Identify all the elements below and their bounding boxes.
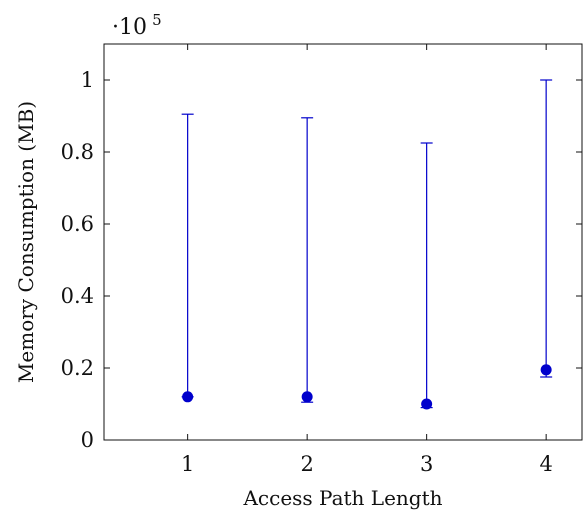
y-axis-label: Memory Consumption (MB) [14,101,38,383]
data-point [301,391,313,403]
axes: 1 2 3 4 0 0.2 0.4 0.6 0.8 1 [61,43,583,476]
data-point [540,364,552,376]
x-axis-label: Access Path Length [242,486,442,510]
x-tick-label: 4 [539,452,552,476]
y-axis-multiplier-exponent: 5 [152,11,162,29]
y-axis-multiplier-base: ·10 [112,15,147,40]
y-axis-multiplier: ·10 5 [112,11,162,40]
y-tick-label: 0.6 [61,212,94,236]
y-tick-label: 0 [81,428,94,452]
marks [181,79,553,410]
data-point [182,391,194,403]
y-tick-label: 0.2 [61,356,94,380]
data-point [421,398,433,410]
x-tick-label: 1 [181,452,194,476]
x-tick-label: 3 [420,452,433,476]
y-tick-label: 1 [81,68,94,92]
y-tick-label: 0.8 [61,140,94,164]
labels: Access Path Length Memory Consumption (M… [14,11,443,510]
y-tick-label: 0.4 [61,284,94,308]
plot-frame [103,43,583,441]
x-tick-label: 2 [300,452,313,476]
